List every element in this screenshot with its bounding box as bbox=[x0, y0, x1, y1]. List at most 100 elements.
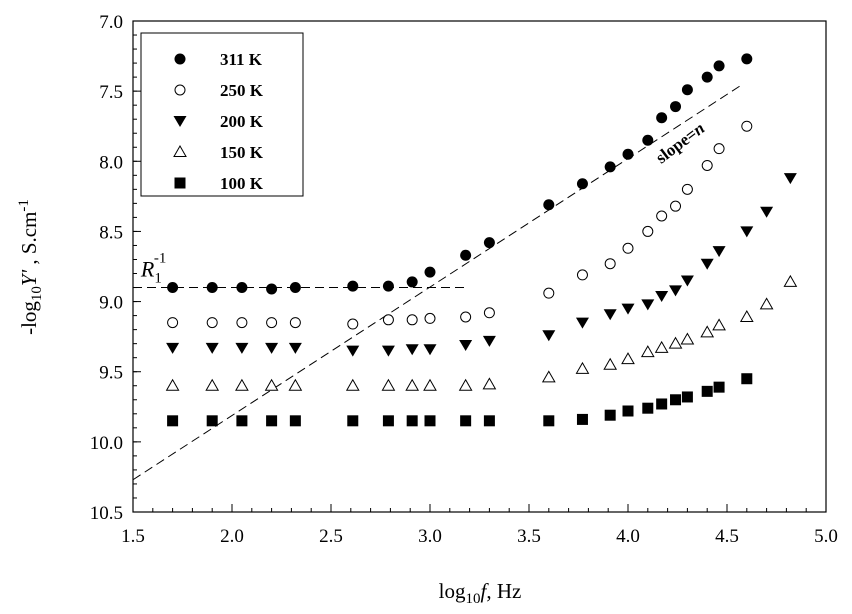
x-tick-label: 4.5 bbox=[715, 526, 739, 547]
x-label-var: f bbox=[481, 579, 490, 603]
data-point bbox=[236, 317, 248, 329]
data-point bbox=[423, 344, 437, 356]
data-point bbox=[236, 282, 248, 294]
data-point bbox=[655, 290, 669, 302]
data-point bbox=[712, 318, 726, 331]
data-point bbox=[346, 345, 360, 357]
data-point bbox=[206, 317, 218, 329]
data-point bbox=[701, 159, 713, 171]
x-label-prefix: log bbox=[439, 579, 466, 603]
data-point bbox=[541, 370, 556, 383]
r-symbol: R bbox=[140, 256, 155, 281]
data-point bbox=[713, 143, 725, 155]
x-tick-label: 3.0 bbox=[418, 526, 442, 547]
data-point bbox=[575, 317, 589, 329]
data-point bbox=[235, 342, 249, 354]
data-point bbox=[642, 134, 654, 146]
data-point bbox=[289, 282, 301, 294]
legend-marker bbox=[174, 177, 186, 189]
data-point bbox=[681, 391, 693, 403]
resistance-annotation: R1 -1 bbox=[140, 250, 166, 286]
data-point bbox=[205, 342, 219, 354]
data-point bbox=[165, 378, 180, 391]
x-label-sub: 10 bbox=[466, 591, 481, 607]
x-tick-label: 2.5 bbox=[319, 526, 343, 547]
data-point bbox=[289, 317, 301, 329]
data-point bbox=[701, 385, 713, 397]
data-point bbox=[741, 120, 753, 132]
data-point bbox=[236, 415, 248, 427]
data-point bbox=[576, 413, 588, 425]
data-point bbox=[381, 345, 395, 357]
legend-label: 311 K bbox=[220, 50, 263, 69]
legend-label: 100 K bbox=[220, 174, 264, 193]
data-point bbox=[288, 342, 302, 354]
legend-marker bbox=[174, 53, 186, 65]
x-tick-label: 2.0 bbox=[220, 526, 244, 547]
r-sup: -1 bbox=[154, 250, 167, 266]
data-point bbox=[405, 378, 420, 391]
data-point bbox=[654, 340, 669, 353]
data-point bbox=[382, 280, 394, 292]
legend-label: 250 K bbox=[220, 81, 264, 100]
y-tick-labels: 7.0 7.5 8.0 8.5 9.0 9.5 10.0 10.5 bbox=[90, 12, 123, 524]
x-label-suffix: , Hz bbox=[486, 579, 521, 603]
data-point bbox=[622, 405, 634, 417]
data-point bbox=[670, 200, 682, 212]
y-tick-label: 9.0 bbox=[99, 293, 123, 314]
data-point bbox=[345, 378, 360, 391]
legend-label: 200 K bbox=[220, 112, 264, 131]
data-point bbox=[482, 377, 497, 390]
data-point bbox=[741, 53, 753, 65]
data-point bbox=[166, 342, 180, 354]
data-point bbox=[576, 178, 588, 190]
y-tick-label: 8.5 bbox=[99, 222, 123, 243]
legend-box bbox=[140, 32, 304, 197]
data-point bbox=[167, 282, 179, 294]
data-point bbox=[670, 394, 682, 406]
dashed-fit-line bbox=[132, 83, 744, 481]
data-point bbox=[266, 317, 278, 329]
data-point bbox=[483, 307, 495, 319]
series-group bbox=[165, 274, 798, 391]
data-point bbox=[167, 317, 179, 329]
data-point bbox=[205, 378, 220, 391]
data-point bbox=[264, 378, 279, 391]
data-point bbox=[622, 148, 634, 160]
data-point bbox=[642, 225, 654, 237]
data-point bbox=[622, 242, 634, 254]
y-tick-label: 10.0 bbox=[90, 433, 123, 454]
data-point bbox=[460, 415, 472, 427]
data-point bbox=[460, 249, 472, 261]
data-series bbox=[165, 53, 798, 427]
data-point bbox=[406, 415, 418, 427]
y-label-prefix: -log bbox=[17, 301, 41, 335]
data-point bbox=[603, 357, 618, 370]
data-point bbox=[206, 415, 218, 427]
data-point bbox=[458, 378, 473, 391]
data-point bbox=[680, 332, 695, 345]
data-point bbox=[265, 342, 279, 354]
data-point bbox=[740, 226, 754, 238]
data-point bbox=[543, 287, 555, 299]
y-tick-label: 9.5 bbox=[99, 363, 123, 384]
data-point bbox=[783, 274, 798, 287]
data-point bbox=[760, 206, 774, 218]
data-point bbox=[266, 415, 278, 427]
data-point bbox=[347, 415, 359, 427]
data-point bbox=[681, 84, 693, 96]
data-point bbox=[604, 258, 616, 270]
data-point bbox=[700, 325, 715, 338]
data-point bbox=[266, 283, 278, 295]
data-point bbox=[783, 173, 797, 185]
x-tick-label: 5.0 bbox=[814, 526, 838, 547]
data-point bbox=[575, 361, 590, 374]
data-point bbox=[576, 269, 588, 281]
series-group bbox=[166, 173, 797, 357]
data-point bbox=[741, 373, 753, 385]
data-point bbox=[347, 318, 359, 330]
x-tick-label: 4.0 bbox=[616, 526, 640, 547]
data-point bbox=[640, 345, 655, 358]
data-point bbox=[483, 237, 495, 249]
